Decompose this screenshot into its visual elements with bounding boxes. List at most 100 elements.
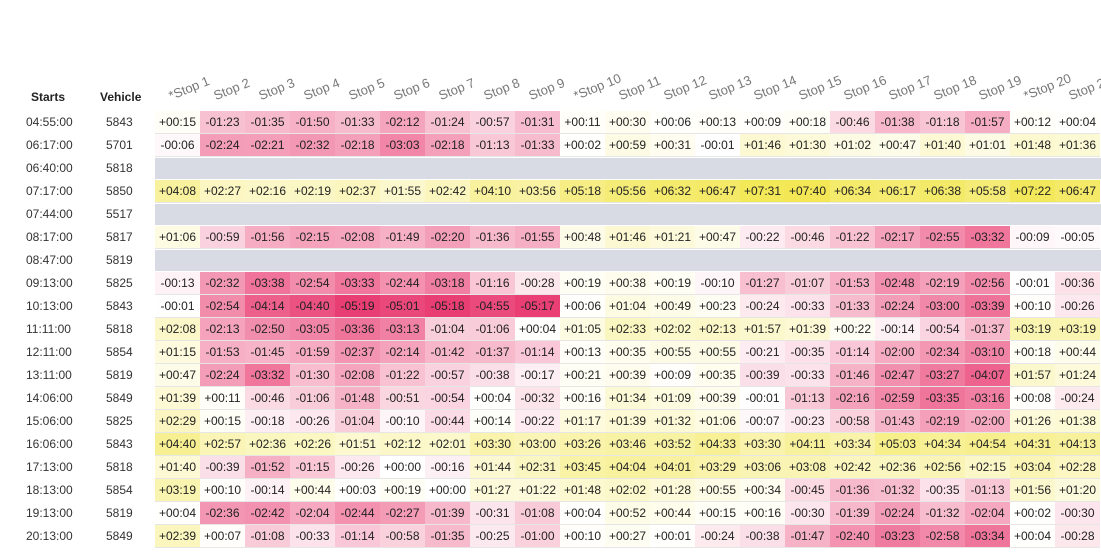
deviation-cell[interactable]: +05:56 [605, 180, 650, 203]
deviation-cell[interactable]: +00:04 [515, 318, 560, 341]
deviation-cell[interactable]: +06:17 [875, 180, 920, 203]
deviation-cell[interactable]: +04:54 [965, 433, 1010, 456]
deviation-cell[interactable]: -00:24 [695, 525, 740, 548]
deviation-cell[interactable]: -03:23 [875, 525, 920, 548]
deviation-cell[interactable]: +02:08 [155, 318, 200, 341]
deviation-cell[interactable]: +00:52 [605, 502, 650, 525]
deviation-cell[interactable]: -01:04 [425, 318, 470, 341]
deviation-cell[interactable]: -03:35 [920, 387, 965, 410]
deviation-cell[interactable]: +01:57 [740, 318, 785, 341]
deviation-cell[interactable]: -02:32 [200, 272, 245, 295]
deviation-cell[interactable]: -00:46 [785, 226, 830, 249]
deviation-cell[interactable]: +06:47 [1055, 180, 1100, 203]
deviation-cell[interactable]: -02:24 [875, 502, 920, 525]
deviation-cell[interactable]: -05:19 [335, 295, 380, 318]
deviation-cell[interactable]: +01:02 [830, 134, 875, 157]
deviation-cell[interactable]: -02:48 [875, 272, 920, 295]
deviation-cell[interactable]: +02:39 [155, 525, 200, 548]
deviation-cell[interactable]: -00:32 [515, 387, 560, 410]
deviation-cell[interactable]: +00:19 [380, 479, 425, 502]
deviation-cell[interactable]: -01:00 [515, 525, 560, 548]
deviation-cell[interactable]: -02:15 [290, 226, 335, 249]
deviation-cell[interactable]: +01:39 [785, 318, 830, 341]
deviation-cell[interactable]: -02:04 [290, 502, 335, 525]
deviation-cell[interactable]: +00:12 [1010, 111, 1055, 134]
deviation-cell[interactable]: +02:36 [245, 433, 290, 456]
deviation-cell[interactable]: +03:19 [1010, 318, 1055, 341]
deviation-cell[interactable]: -00:38 [740, 525, 785, 548]
deviation-cell[interactable]: -00:58 [380, 525, 425, 548]
deviation-cell[interactable]: -00:01 [155, 295, 200, 318]
deviation-cell[interactable]: +01:06 [155, 226, 200, 249]
deviation-cell[interactable]: -02:12 [380, 111, 425, 134]
deviation-cell[interactable]: -02:59 [875, 387, 920, 410]
deviation-cell[interactable]: +00:02 [560, 134, 605, 157]
deviation-cell[interactable]: -00:54 [920, 318, 965, 341]
deviation-cell[interactable]: -01:07 [785, 272, 830, 295]
deviation-cell[interactable]: -00:24 [740, 295, 785, 318]
deviation-cell[interactable]: +03:04 [1010, 456, 1055, 479]
deviation-cell[interactable]: -01:31 [515, 111, 560, 134]
deviation-cell[interactable]: +00:16 [740, 502, 785, 525]
deviation-cell[interactable]: -01:08 [245, 525, 290, 548]
deviation-cell[interactable]: -01:33 [515, 134, 560, 157]
deviation-cell[interactable]: +00:18 [1010, 341, 1055, 364]
deviation-cell[interactable]: -01:35 [425, 525, 470, 548]
deviation-cell[interactable]: +00:10 [200, 479, 245, 502]
deviation-cell[interactable]: -01:24 [425, 111, 470, 134]
deviation-cell[interactable]: +00:19 [560, 272, 605, 295]
deviation-cell[interactable]: -00:38 [470, 364, 515, 387]
deviation-cell[interactable]: +00:34 [740, 479, 785, 502]
deviation-cell[interactable]: -02:24 [200, 134, 245, 157]
deviation-cell[interactable]: +00:47 [695, 226, 740, 249]
deviation-cell[interactable]: +00:11 [560, 111, 605, 134]
deviation-cell[interactable]: +00:55 [695, 479, 740, 502]
deviation-cell[interactable]: +04:31 [1010, 433, 1055, 456]
deviation-cell[interactable]: -01:04 [335, 410, 380, 433]
deviation-cell[interactable]: +01:46 [605, 226, 650, 249]
deviation-cell[interactable]: -01:39 [425, 502, 470, 525]
deviation-cell[interactable]: +00:59 [605, 134, 650, 157]
deviation-cell[interactable]: -02:54 [290, 272, 335, 295]
deviation-cell[interactable]: -01:46 [830, 364, 875, 387]
deviation-cell[interactable]: -01:06 [290, 387, 335, 410]
deviation-cell[interactable]: +01:28 [650, 479, 695, 502]
deviation-cell[interactable]: -01:30 [290, 364, 335, 387]
deviation-cell[interactable]: -01:42 [425, 341, 470, 364]
deviation-cell[interactable]: +00:31 [650, 134, 695, 157]
deviation-cell[interactable]: -04:07 [965, 364, 1010, 387]
deviation-cell[interactable]: +00:19 [650, 272, 695, 295]
deviation-cell[interactable]: +01:56 [1010, 479, 1055, 502]
deviation-cell[interactable]: -00:26 [335, 456, 380, 479]
deviation-cell[interactable]: -02:27 [380, 502, 425, 525]
deviation-cell[interactable]: +00:44 [650, 502, 695, 525]
deviation-cell[interactable]: -01:49 [380, 226, 425, 249]
deviation-cell[interactable]: -00:54 [425, 387, 470, 410]
deviation-cell[interactable]: +01:34 [605, 387, 650, 410]
deviation-cell[interactable]: -00:44 [425, 410, 470, 433]
deviation-cell[interactable]: +04:10 [470, 180, 515, 203]
deviation-cell[interactable]: +00:22 [830, 318, 875, 341]
deviation-cell[interactable]: -00:46 [830, 111, 875, 134]
deviation-cell[interactable]: +04:34 [920, 433, 965, 456]
deviation-cell[interactable]: -05:17 [515, 295, 560, 318]
deviation-cell[interactable]: -01:13 [785, 387, 830, 410]
deviation-cell[interactable]: +00:55 [650, 341, 695, 364]
deviation-cell[interactable]: -00:33 [785, 295, 830, 318]
deviation-cell[interactable]: -02:44 [335, 502, 380, 525]
deviation-cell[interactable]: +00:01 [650, 525, 695, 548]
deviation-cell[interactable]: +03:56 [515, 180, 560, 203]
deviation-cell[interactable]: -02:00 [875, 341, 920, 364]
deviation-cell[interactable]: +05:03 [875, 433, 920, 456]
deviation-cell[interactable]: +01:15 [155, 341, 200, 364]
deviation-cell[interactable]: -01:15 [290, 456, 335, 479]
deviation-cell[interactable]: -01:18 [920, 111, 965, 134]
deviation-cell[interactable]: +02:56 [920, 456, 965, 479]
deviation-cell[interactable]: -01:59 [290, 341, 335, 364]
deviation-cell[interactable]: +01:39 [605, 410, 650, 433]
deviation-cell[interactable]: +00:15 [155, 111, 200, 134]
deviation-cell[interactable]: +00:18 [785, 111, 830, 134]
deviation-cell[interactable]: +01:05 [560, 318, 605, 341]
deviation-cell[interactable]: +04:01 [650, 456, 695, 479]
deviation-cell[interactable]: -01:56 [245, 226, 290, 249]
